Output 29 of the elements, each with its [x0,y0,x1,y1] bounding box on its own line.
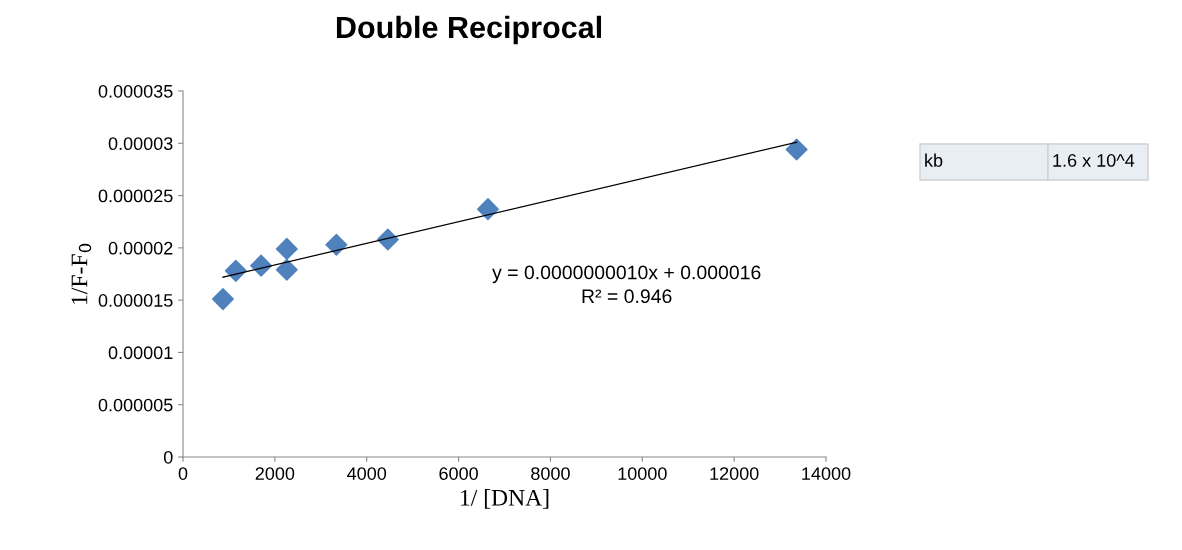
x-tick-label: 12000 [710,467,759,480]
text: 1.6 x 10^4 [1053,154,1135,167]
y-tick-label: 0.000025 [98,189,173,203]
x-tick-label: 6000 [439,467,478,480]
point [785,138,808,161]
x-axis-title: 1/ [DNA] [461,489,549,509]
chart-title: Double Reciprocal [336,15,602,45]
y-tick-label: 0.00002 [108,241,173,255]
y-tick-label: 0.000035 [98,84,173,98]
x-tick-label: 10000 [618,467,667,480]
point [275,258,298,281]
text: kb [925,153,943,167]
x-tick-label: 14000 [802,467,851,480]
point [224,259,247,282]
x-tick-label: 8000 [531,467,570,480]
annotation: y = 0.0000000010x + 0.000016 R² = 0.946 [492,265,761,304]
point [275,237,298,260]
y-tick-label: 0 [163,450,173,464]
x-tick-label: 4000 [347,467,387,480]
y-tick-label: 0.000015 [98,294,173,307]
y-tick-label: 0.00001 [108,346,173,360]
point [476,198,499,221]
y-tick-label: 0.000005 [98,398,173,412]
y-tick-label: 0.00003 [108,137,173,151]
point [211,288,234,311]
x-tick-label: 2000 [255,467,295,480]
x-tick-label: 0 [178,467,188,480]
point [325,233,348,256]
y-axis-title: 1/F-F$_{0}$ [71,243,92,304]
